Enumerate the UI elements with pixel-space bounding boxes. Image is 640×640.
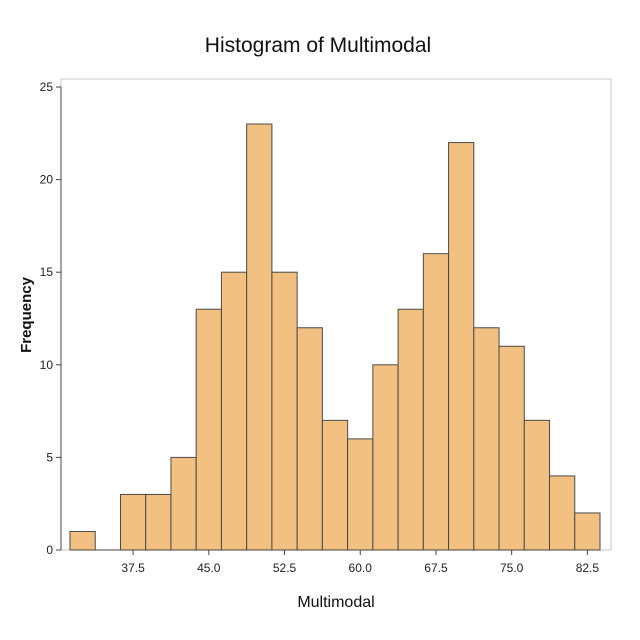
histogram-bar — [246, 123, 273, 551]
y-axis-label: Frequency — [18, 276, 35, 353]
histogram-bar — [170, 456, 197, 551]
y-axis: 0 5 10 15 20 25 — [40, 80, 62, 557]
histogram-bar — [397, 308, 424, 551]
x-tick-label: 52.5 — [273, 561, 297, 575]
histogram-bar — [473, 327, 500, 551]
histogram-bar — [498, 345, 525, 551]
y-tick-label: 25 — [40, 80, 54, 94]
histogram-bar — [422, 253, 450, 551]
histogram-bar — [372, 364, 399, 551]
y-tick-label: 10 — [40, 358, 54, 372]
histogram-bar — [296, 327, 323, 551]
histogram-bar — [448, 142, 475, 551]
x-tick-label: 45.0 — [197, 561, 221, 575]
histogram-bar — [347, 438, 374, 551]
y-tick-label: 20 — [40, 173, 54, 187]
histogram-bar — [69, 530, 96, 551]
y-tick-label: 15 — [40, 265, 54, 279]
histogram-bar — [220, 271, 248, 551]
histogram-bar — [195, 308, 222, 551]
y-tick-label: 5 — [46, 450, 53, 464]
histogram-bar — [145, 493, 172, 551]
x-tick-label: 82.5 — [576, 561, 600, 575]
x-tick-label: 60.0 — [349, 561, 373, 575]
chart-title: Histogram of Multimodal — [205, 34, 431, 57]
bars-group — [69, 123, 601, 551]
x-tick-label: 37.5 — [121, 561, 145, 575]
x-tick-label: 75.0 — [500, 561, 524, 575]
y-tick-label: 0 — [46, 543, 53, 557]
histogram-bar — [549, 475, 576, 551]
x-axis-label: Multimodal — [297, 594, 374, 611]
histogram-bar — [271, 271, 298, 551]
histogram-bar — [523, 419, 551, 551]
histogram-bar — [119, 493, 147, 551]
histogram-bar — [321, 419, 349, 551]
x-axis: 37.5 45.0 52.5 60.0 67.5 75.0 82.5 — [70, 549, 600, 575]
histogram-bar — [574, 512, 601, 551]
x-tick-label: 67.5 — [424, 561, 448, 575]
